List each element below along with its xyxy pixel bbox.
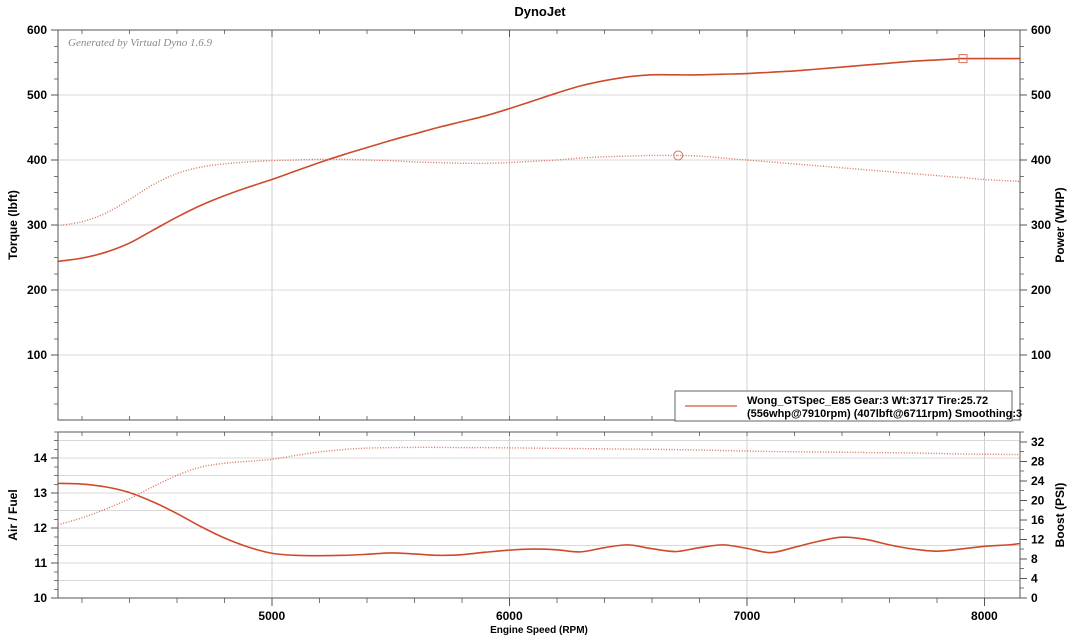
bottom-left-tick-label: 14 — [34, 451, 48, 465]
legend-line-1: Wong_GTSpec_E85 Gear:3 Wt:3717 Tire:25.7… — [747, 395, 988, 407]
top-right-tick-label: 400 — [1031, 153, 1051, 167]
top-chart-ticks: 100 200 300 400 500 600 100 200 300 400 500 600 — [27, 23, 1051, 420]
bottom-chart-gridlines — [58, 432, 1020, 599]
watermark-label: Generated by Virtual Dyno 1.6.9 — [68, 37, 212, 49]
chart-legend[interactable]: Wong_GTSpec_E85 Gear:3 Wt:3717 Tire:25.7… — [674, 390, 1022, 422]
chart-axis-labels: Torque (lbft) Power (WHP) Air / Fuel Boost … — [6, 187, 1067, 636]
curve-power-whp — [57, 57, 1021, 263]
top-left-tick-label: 400 — [27, 153, 47, 167]
top-left-tick-label: 300 — [27, 218, 47, 232]
top-chart-peak-markers — [673, 54, 968, 161]
curve-torque-lbft — [57, 154, 1021, 227]
top-right-tick-label: 300 — [1031, 218, 1051, 232]
chart-frames — [57, 29, 1021, 599]
bottom-left-tick-label: 13 — [34, 486, 48, 500]
curve-air-fuel — [57, 482, 1021, 557]
power-peak-marker — [958, 54, 968, 64]
bottom-left-tick-label: 12 — [34, 521, 48, 535]
x-axis-tick-label: 6000 — [496, 609, 523, 623]
bottom-right-tick-label: 32 — [1031, 435, 1045, 449]
top-left-tick-label: 100 — [27, 348, 47, 362]
bottom-right-tick-label: 28 — [1031, 454, 1045, 468]
bottom-right-tick-label: 24 — [1031, 474, 1045, 488]
top-left-axis-title: Torque (lbft) — [6, 190, 20, 260]
x-axis-tick-label: 8000 — [971, 609, 998, 623]
legend-line-2: (556whp@7910rpm) (407lbft@6711rpm) Smoot… — [747, 408, 1022, 420]
top-chart-curves — [57, 57, 1021, 263]
page-title: DynoJet — [514, 4, 566, 19]
top-right-tick-label: 200 — [1031, 283, 1051, 297]
top-left-tick-label: 500 — [27, 88, 47, 102]
bottom-left-tick-label: 11 — [34, 556, 47, 570]
top-right-tick-label: 100 — [1031, 348, 1051, 362]
bottom-right-tick-label: 12 — [1031, 532, 1045, 546]
bottom-right-tick-label: 20 — [1031, 493, 1045, 507]
bottom-chart-curves — [57, 446, 1021, 557]
bottom-chart-frame — [57, 431, 1021, 599]
top-left-tick-label: 200 — [27, 283, 47, 297]
x-axis-title: Engine Speed (RPM) — [490, 625, 588, 636]
curve-boost-psi — [57, 446, 1021, 526]
bottom-right-axis-title: Boost (PSI) — [1053, 483, 1067, 548]
bottom-right-tick-label: 16 — [1031, 513, 1045, 527]
top-right-tick-label: 500 — [1031, 88, 1051, 102]
bottom-left-tick-label: 10 — [34, 591, 48, 605]
bottom-chart-ticks: 10 11 12 13 14 0 4 8 12 16 20 24 28 32 5000 6000 7000 800… — [34, 431, 1045, 623]
bottom-right-tick-label: 4 — [1031, 571, 1038, 585]
top-right-axis-title: Power (WHP) — [1053, 187, 1067, 262]
top-left-tick-label: 600 — [27, 23, 47, 37]
bottom-right-tick-label: 0 — [1031, 591, 1038, 605]
x-axis-tick-label: 7000 — [733, 609, 760, 623]
top-right-tick-label: 600 — [1031, 23, 1051, 37]
x-axis-tick-label: 5000 — [258, 609, 285, 623]
torque-peak-marker — [673, 150, 684, 161]
bottom-right-tick-label: 8 — [1031, 552, 1038, 566]
top-chart-gridlines — [58, 29, 1020, 420]
bottom-left-axis-title: Air / Fuel — [6, 489, 20, 540]
